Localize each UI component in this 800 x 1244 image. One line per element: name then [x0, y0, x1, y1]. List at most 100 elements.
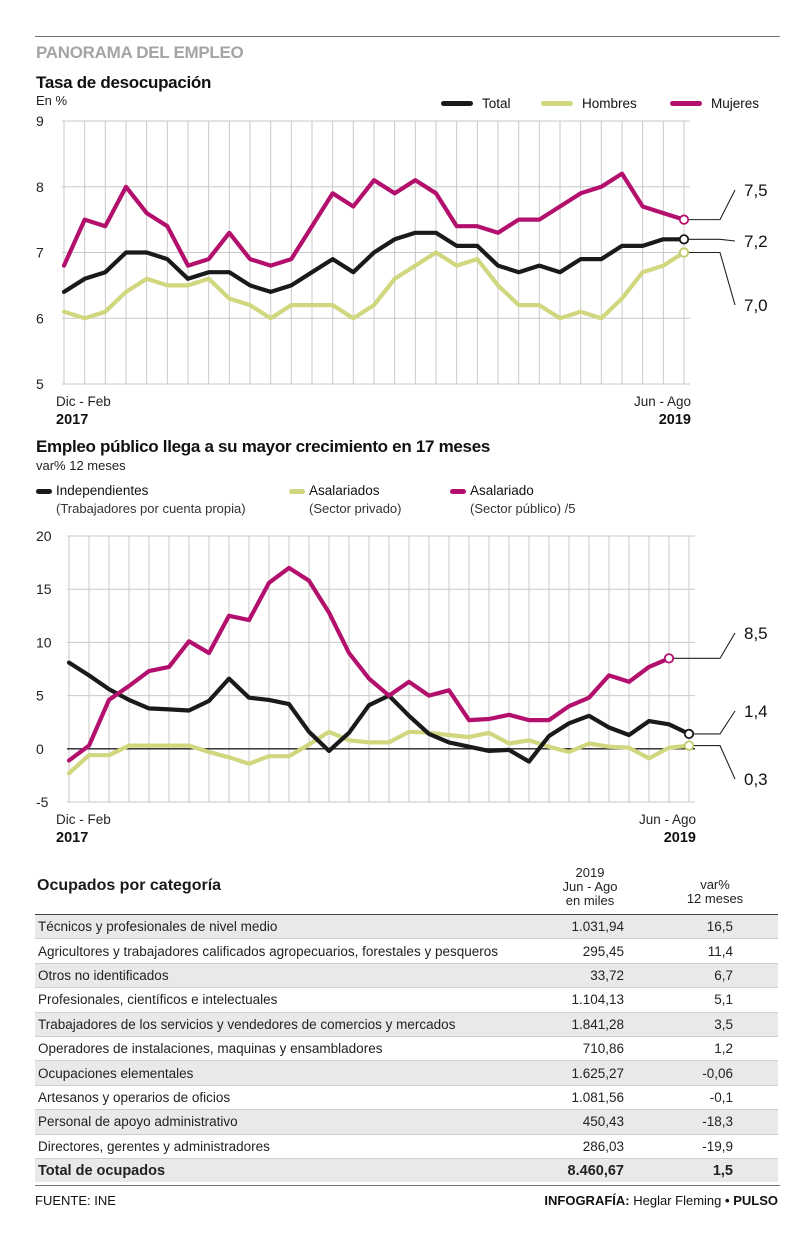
credit: INFOGRAFÍA: Heglar Fleming • PULSO	[544, 1193, 778, 1208]
value-cell: 450,43	[501, 1109, 630, 1135]
series-line-independientes	[66, 660, 692, 764]
value-cell: 1.081,56	[501, 1085, 630, 1111]
category-cell: Otros no identificados	[35, 963, 501, 989]
credit-name: Heglar Fleming	[633, 1193, 722, 1208]
category-cell: Artesanos y operarios de oficios	[35, 1085, 501, 1111]
end-marker	[663, 653, 675, 664]
category-cell: Personal de apoyo administrativo	[35, 1109, 501, 1135]
category-cell: Profesionales, científicos e intelectual…	[35, 987, 501, 1013]
table-body: Técnicos y profesionales de nivel medio 1…	[35, 914, 778, 1183]
y-tick-label: 10	[36, 634, 52, 650]
bottom-rule	[35, 1185, 780, 1186]
callout-line	[673, 632, 736, 659]
total-var-cell: 1,5	[630, 1158, 778, 1183]
table-row: Profesionales, científicos e intelectual…	[35, 987, 778, 1013]
end-value-label: 7,2	[744, 232, 768, 251]
x-start-label: Dic - Feb	[56, 812, 111, 827]
table-row: Artesanos y operarios de oficios 1.081,56…	[35, 1085, 778, 1111]
value-cell: 1.104,13	[501, 987, 630, 1013]
series-line-asalariado	[66, 565, 672, 763]
table-row: Agricultores y trabajadores calificados …	[35, 938, 778, 964]
value-cell: 1.031,94	[501, 914, 630, 940]
end-marker	[678, 214, 690, 225]
var-cell: 5,1	[630, 987, 778, 1013]
legend-hombres-label: Hombres	[582, 96, 637, 111]
value-cell: 33,72	[501, 963, 630, 989]
table-col-value-header: 2019 Jun - Ago en miles	[535, 866, 645, 908]
table-header: Ocupados por categoría 2019 Jun - Ago en…	[35, 866, 778, 914]
total-value-cell: 8.460,67	[501, 1158, 630, 1183]
end-value-label: 8,5	[744, 624, 768, 643]
value-cell: 1.841,28	[501, 1012, 630, 1037]
legend-mujeres-label: Mujeres	[711, 96, 760, 111]
category-cell: Trabajadores de los servicios y vendedor…	[35, 1012, 501, 1037]
y-tick-label: 5	[36, 376, 44, 392]
y-tick-label: 7	[36, 245, 44, 261]
y-tick-label: 9	[36, 113, 44, 129]
table-row: Ocupaciones elementales 1.625,27 -0,06	[35, 1060, 778, 1086]
legend-hombres: Hombres	[541, 96, 637, 111]
y-tick-label: 15	[36, 581, 52, 597]
x-start-year: 2017	[56, 412, 88, 428]
category-cell: Operadores de instalaciones, maquinas y …	[35, 1036, 501, 1062]
occupations-table: Ocupados por categoría 2019 Jun - Ago en…	[35, 866, 778, 1183]
employment-growth-chart: -5 0 5 10 15 20 Dic - Feb 2017 Jun - Ago 2019 1,4 0…	[36, 528, 768, 846]
y-tick-label: 8	[36, 179, 44, 195]
legend-mujeres-swatch	[670, 101, 702, 106]
var-cell: -19,9	[630, 1134, 778, 1159]
total-label-cell: Total de ocupados	[35, 1158, 501, 1183]
legend-hombres-swatch	[541, 101, 573, 106]
col1-year: 2019	[575, 865, 605, 880]
value-cell: 286,03	[501, 1134, 630, 1159]
y-tick-label: 6	[36, 310, 44, 326]
var-cell: -0,1	[630, 1085, 778, 1111]
credit-label: INFOGRAFÍA:	[544, 1193, 630, 1208]
callout-line	[688, 189, 736, 221]
y-tick-label: 5	[36, 688, 44, 704]
end-value-label: 7,0	[744, 296, 768, 315]
value-cell: 1.625,27	[501, 1060, 630, 1086]
outlet-name: PULSO	[733, 1193, 778, 1208]
col2-label: var%	[700, 877, 730, 892]
legend-asalariado-publico: Asalariado (Sector público) /5	[450, 482, 576, 518]
source-note: FUENTE: INE	[35, 1193, 116, 1208]
chart2-unit: var% 12 meses	[36, 458, 126, 473]
top-rule	[35, 36, 780, 37]
unemployment-chart: 5 6 7 8 9 Dic - Feb 2017 Jun - Ago 2019 7,2 7,0 7,5	[36, 113, 768, 428]
var-cell: -0,06	[630, 1060, 778, 1086]
legend-total-swatch	[441, 101, 473, 106]
value-cell: 710,86	[501, 1036, 630, 1062]
chart1-title: Tasa de desocupación	[36, 73, 212, 92]
chart1-unit: En %	[36, 93, 68, 108]
callout-line	[693, 745, 736, 780]
legend-asalariado-publico-swatch	[450, 489, 466, 494]
var-cell: -18,3	[630, 1109, 778, 1135]
legend-asalariado-publico-label: Asalariado	[470, 483, 534, 498]
legend-independientes-sub: (Trabajadores por cuenta propia)	[56, 501, 246, 516]
legend-independientes: Independientes (Trabajadores por cuenta …	[36, 482, 246, 518]
y-tick-label: 20	[36, 528, 52, 544]
col1-unit: en miles	[565, 893, 615, 908]
legend-independientes-swatch	[36, 489, 52, 494]
x-end-year: 2019	[659, 412, 691, 428]
legend-asalariados-label: Asalariados	[309, 483, 380, 498]
var-cell: 1,2	[630, 1036, 778, 1062]
chart2-title: Empleo público llega a su mayor crecimie…	[36, 437, 491, 456]
y-tick-label: 0	[36, 741, 44, 757]
var-cell: 16,5	[630, 914, 778, 940]
series-line-hombres	[61, 250, 687, 321]
col2-period: 12 meses	[686, 891, 744, 906]
x-end-label: Jun - Ago	[639, 812, 696, 827]
end-marker	[678, 234, 690, 245]
credit-separator: •	[725, 1193, 730, 1208]
table-col-var-header: var% 12 meses	[665, 878, 765, 906]
legend-asalariados-swatch	[289, 489, 305, 494]
end-value-label: 7,5	[744, 181, 768, 200]
series-line-mujeres	[61, 171, 687, 268]
end-marker	[678, 247, 690, 258]
legend-total-label: Total	[482, 96, 511, 111]
var-cell: 6,7	[630, 963, 778, 989]
series-line-asalariados	[66, 729, 692, 776]
end-value-label: 1,4	[744, 702, 768, 721]
value-cell: 295,45	[501, 938, 630, 964]
